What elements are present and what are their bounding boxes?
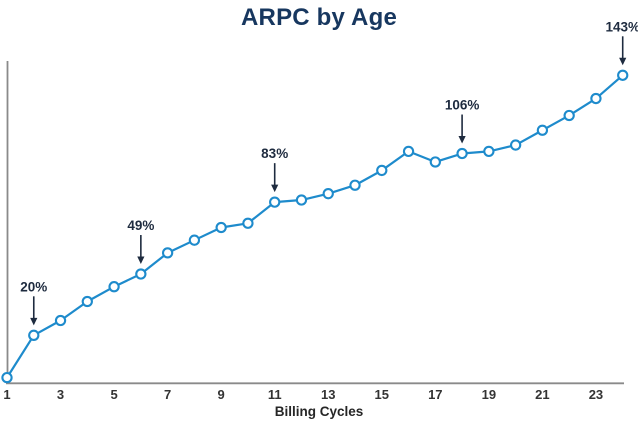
data-point-marker bbox=[456, 147, 468, 160]
annotation-arrowhead-icon bbox=[271, 184, 279, 193]
annotation-arrowhead-icon bbox=[30, 317, 38, 326]
data-point-marker bbox=[188, 234, 201, 246]
data-point-marker bbox=[54, 314, 67, 327]
data-point-marker bbox=[349, 179, 361, 191]
annotation: 49% bbox=[127, 218, 154, 265]
x-tick-label: 17 bbox=[428, 387, 442, 402]
data-point-marker bbox=[429, 156, 441, 168]
x-tick-label: 11 bbox=[268, 387, 282, 402]
data-point-marker bbox=[161, 247, 174, 259]
chart-title: ARPC by Age bbox=[241, 4, 397, 31]
data-point-marker bbox=[295, 194, 308, 206]
data-point-marker bbox=[269, 196, 281, 208]
data-point-marker bbox=[402, 145, 415, 158]
x-axis-label: Billing Cycles bbox=[274, 404, 364, 419]
data-point-marker bbox=[483, 145, 495, 158]
x-tick-label: 13 bbox=[321, 387, 335, 402]
x-tick-label: 19 bbox=[482, 387, 496, 402]
data-point-marker bbox=[322, 188, 334, 200]
data-point-marker bbox=[617, 69, 629, 81]
annotation: 83% bbox=[261, 146, 288, 193]
data-point-marker bbox=[509, 139, 522, 151]
x-tick-label: 3 bbox=[57, 387, 64, 402]
data-point-marker bbox=[590, 92, 602, 105]
annotation-label: 49% bbox=[127, 218, 154, 233]
x-tick-label: 1 bbox=[3, 387, 10, 402]
data-point-marker bbox=[563, 109, 575, 122]
annotation-arrowhead-icon bbox=[458, 136, 466, 144]
arpc-series-line bbox=[6, 74, 624, 379]
data-point-marker bbox=[376, 164, 388, 177]
x-tick-label: 5 bbox=[110, 387, 117, 402]
annotation-label: 83% bbox=[261, 146, 288, 161]
data-point-marker bbox=[1, 371, 13, 384]
x-tick-label: 23 bbox=[589, 387, 603, 402]
annotation-arrowhead-icon bbox=[619, 57, 627, 66]
data-point-marker bbox=[81, 295, 93, 308]
annotation-label: 20% bbox=[20, 279, 47, 294]
x-tick-label: 15 bbox=[375, 387, 389, 402]
data-point-marker bbox=[215, 221, 227, 234]
x-tick-label: 9 bbox=[218, 387, 225, 402]
annotation: 106% bbox=[445, 98, 480, 144]
annotation-label: 106% bbox=[445, 98, 480, 113]
data-point-marker bbox=[242, 217, 254, 229]
x-tick-label: 7 bbox=[164, 387, 171, 402]
data-point-marker bbox=[108, 281, 120, 293]
x-tick-label: 21 bbox=[535, 387, 549, 402]
annotation-label: 143% bbox=[605, 19, 638, 34]
annotation-arrowhead-icon bbox=[137, 256, 145, 265]
annotation: 20% bbox=[20, 279, 47, 326]
data-point-marker bbox=[28, 329, 40, 341]
data-point-marker bbox=[536, 124, 549, 136]
data-point-marker bbox=[135, 268, 147, 280]
annotation: 143% bbox=[605, 19, 638, 66]
